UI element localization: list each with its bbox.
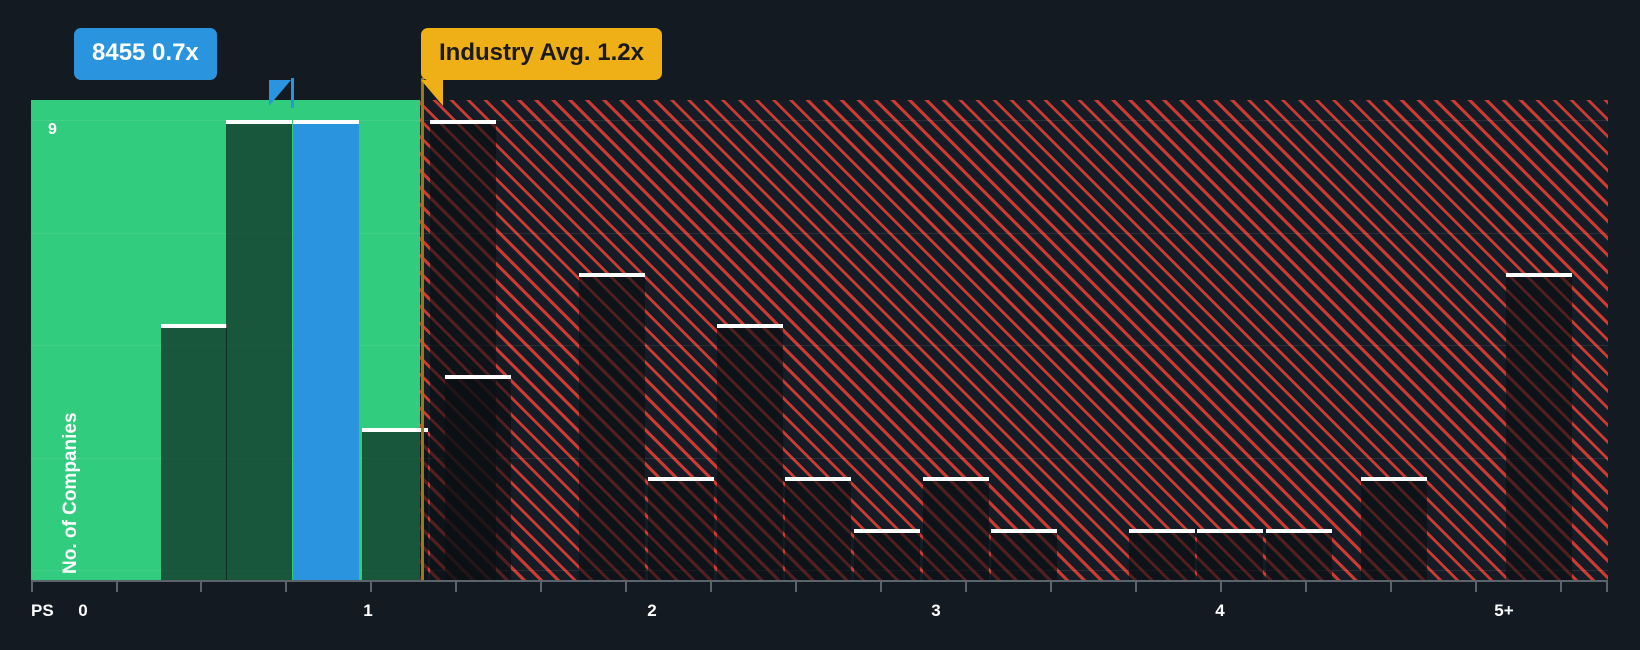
- x-axis-tick: [880, 580, 882, 592]
- bar[interactable]: [991, 529, 1057, 580]
- bar-body: [991, 533, 1057, 580]
- bar[interactable]: [1361, 477, 1427, 580]
- company-tooltip-tail: [269, 80, 291, 106]
- x-axis-tick: [1135, 580, 1137, 592]
- x-axis-tick: [795, 580, 797, 592]
- x-axis-tick: [1606, 580, 1608, 592]
- x-axis-line: [31, 580, 1608, 582]
- bar-cap: [1197, 529, 1263, 533]
- bar-cap: [445, 375, 511, 379]
- bar-cap: [1506, 273, 1572, 277]
- bar-body: [362, 432, 428, 580]
- company-tooltip[interactable]: 8455 0.7x: [74, 28, 217, 80]
- x-axis-tick: [116, 580, 118, 592]
- bar-body: [226, 124, 292, 580]
- bar-cap: [785, 477, 851, 481]
- bar-cap: [1266, 529, 1332, 533]
- bar[interactable]: [785, 477, 851, 580]
- bar-cap: [430, 120, 496, 124]
- bar-cap: [923, 477, 989, 481]
- bar-body: [445, 379, 511, 580]
- bar-body: [923, 481, 989, 580]
- x-axis-tick: [1560, 580, 1562, 592]
- x-axis-tick: [31, 580, 33, 592]
- bar-cap: [854, 529, 920, 533]
- bar-body: [717, 328, 783, 580]
- x-axis-tick: [200, 580, 202, 592]
- bar-body: [1197, 533, 1263, 580]
- bar-cap: [648, 477, 714, 481]
- bar-cap: [579, 273, 645, 277]
- x-axis-tick: [455, 580, 457, 592]
- bar-cap: [293, 120, 359, 124]
- x-axis-tick: [965, 580, 967, 592]
- x-axis-tick-label-3: 3: [931, 601, 941, 620]
- x-axis-tick: [1050, 580, 1052, 592]
- bar-cap: [161, 324, 227, 328]
- x-axis-tick-label-1: 1: [363, 601, 373, 620]
- industry-marker-line: [421, 78, 424, 580]
- bar-body: [785, 481, 851, 580]
- bar[interactable]: [362, 428, 428, 580]
- x-axis-tick: [710, 580, 712, 592]
- bar-body: [1129, 533, 1195, 580]
- bar-cap: [1129, 529, 1195, 533]
- bar-body: [579, 277, 645, 580]
- industry-tooltip-tail: [421, 80, 443, 106]
- bar[interactable]: [854, 529, 920, 580]
- bar-body: [648, 481, 714, 580]
- x-axis-tick-label-0: 0: [78, 601, 88, 620]
- bar[interactable]: [1197, 529, 1263, 580]
- industry-tooltip[interactable]: Industry Avg. 1.2x: [421, 28, 662, 80]
- x-axis-tick-label-5: 5+: [1494, 601, 1514, 620]
- bar[interactable]: [226, 120, 292, 580]
- bar-body: [161, 328, 227, 580]
- bar-body: [1266, 533, 1332, 580]
- x-axis-prefix-label: PS: [31, 601, 54, 620]
- bar[interactable]: [1129, 529, 1195, 580]
- y-axis-title: No. of Companies: [60, 412, 81, 574]
- bar-cap: [362, 428, 428, 432]
- x-axis-tick: [1305, 580, 1307, 592]
- x-axis-tick: [285, 580, 287, 592]
- bar-cap: [1361, 477, 1427, 481]
- bar[interactable]: [648, 477, 714, 580]
- bar[interactable]: [445, 375, 511, 580]
- bar-body: [1506, 277, 1572, 580]
- bar-body: [1361, 481, 1427, 580]
- x-axis-tick: [1220, 580, 1222, 592]
- bar-cap: [717, 324, 783, 328]
- bar-body: [854, 533, 920, 580]
- bar[interactable]: [161, 324, 227, 580]
- plot-area: [31, 100, 1608, 580]
- gridline: [31, 120, 1608, 121]
- bar-cap: [226, 120, 292, 124]
- bar[interactable]: [579, 273, 645, 580]
- y-axis-max-label: 9: [48, 121, 57, 138]
- bar[interactable]: [1506, 273, 1572, 580]
- bar-body: [293, 124, 359, 580]
- x-axis-tick: [1390, 580, 1392, 592]
- x-axis-tick: [370, 580, 372, 592]
- bar-cap: [991, 529, 1057, 533]
- x-axis-tick: [625, 580, 627, 592]
- x-axis-tick: [1475, 580, 1477, 592]
- gridline: [31, 345, 1608, 346]
- bar-highlighted[interactable]: [293, 120, 359, 580]
- company-marker-line: [291, 78, 294, 108]
- x-axis-tick-label-2: 2: [647, 601, 657, 620]
- bar[interactable]: [717, 324, 783, 580]
- x-axis-tick: [540, 580, 542, 592]
- bar[interactable]: [1266, 529, 1332, 580]
- x-axis-tick-label-4: 4: [1215, 601, 1225, 620]
- gridline: [31, 233, 1608, 234]
- bar[interactable]: [923, 477, 989, 580]
- gridline: [31, 458, 1608, 459]
